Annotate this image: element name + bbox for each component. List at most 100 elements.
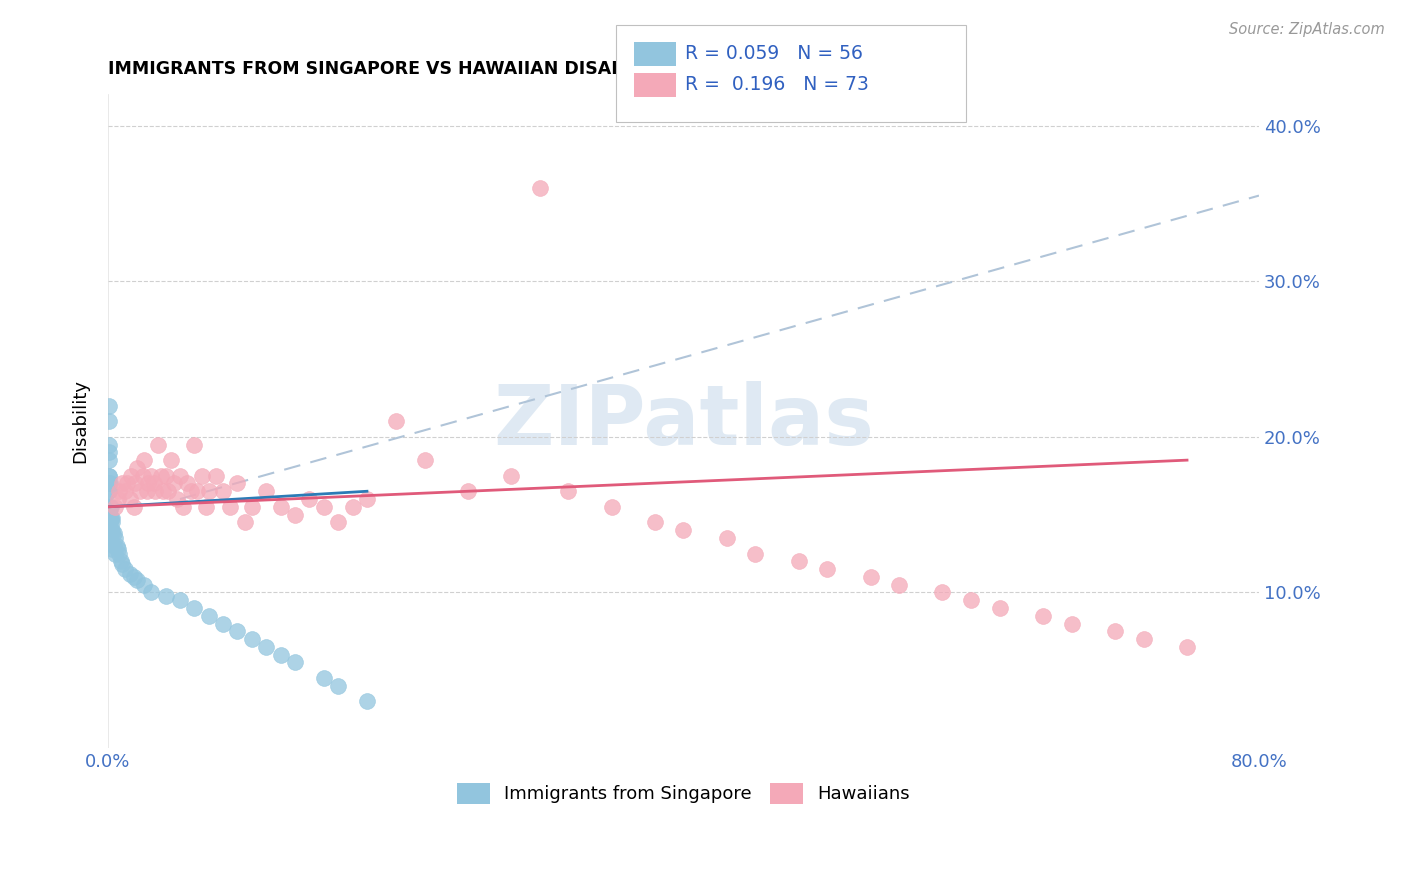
Point — [100, 500, 122, 514]
Point — [212, 484, 235, 499]
Text: Source: ZipAtlas.com: Source: ZipAtlas.com — [1229, 22, 1385, 37]
Point — [98, 500, 121, 514]
Point — [284, 508, 307, 522]
Point — [160, 453, 183, 467]
Point — [122, 500, 145, 514]
Point — [529, 181, 551, 195]
Point — [150, 468, 173, 483]
Point — [212, 616, 235, 631]
Point — [105, 539, 128, 553]
Point — [155, 468, 177, 483]
Point — [114, 562, 136, 576]
Point — [97, 453, 120, 467]
Point — [108, 547, 131, 561]
Point — [143, 476, 166, 491]
Point — [103, 539, 125, 553]
Point — [128, 484, 150, 499]
Text: R = 0.059   N = 56: R = 0.059 N = 56 — [685, 44, 863, 63]
Point — [172, 500, 194, 514]
Text: ZIPatlas: ZIPatlas — [494, 381, 875, 462]
Point — [1060, 616, 1083, 631]
Point — [125, 573, 148, 587]
Point — [270, 500, 292, 514]
Point — [155, 589, 177, 603]
Point — [328, 516, 350, 530]
Point — [254, 640, 277, 654]
Point — [384, 414, 406, 428]
Point — [98, 476, 121, 491]
Text: IMMIGRANTS FROM SINGAPORE VS HAWAIIAN DISABILITY CORRELATION CHART: IMMIGRANTS FROM SINGAPORE VS HAWAIIAN DI… — [108, 60, 887, 78]
Point — [148, 437, 170, 451]
Point — [557, 484, 579, 499]
Point — [413, 453, 436, 467]
Point — [98, 500, 121, 514]
Point — [98, 516, 121, 530]
Point — [205, 468, 228, 483]
Point — [141, 585, 163, 599]
Point — [111, 558, 134, 572]
Point — [988, 601, 1011, 615]
Point — [118, 566, 141, 581]
Point — [114, 484, 136, 499]
Point — [931, 585, 953, 599]
Point — [120, 468, 142, 483]
Point — [270, 648, 292, 662]
Point — [110, 554, 132, 568]
Point — [98, 516, 121, 530]
Point — [124, 476, 146, 491]
Point — [107, 491, 129, 506]
Point — [298, 491, 321, 506]
Point — [101, 526, 124, 541]
Point — [98, 476, 121, 491]
Point — [122, 570, 145, 584]
Point — [98, 531, 121, 545]
Point — [233, 516, 256, 530]
Point — [166, 491, 188, 506]
Point — [104, 531, 127, 545]
Point — [101, 516, 124, 530]
Point — [98, 531, 121, 545]
Point — [98, 484, 121, 499]
Point — [312, 500, 335, 514]
Point — [859, 570, 882, 584]
Text: R =  0.196   N = 73: R = 0.196 N = 73 — [685, 75, 869, 95]
Point — [132, 453, 155, 467]
Point — [131, 468, 153, 483]
Point — [103, 526, 125, 541]
Point — [152, 484, 174, 499]
Point — [145, 484, 167, 499]
Point — [1175, 640, 1198, 654]
Y-axis label: Disability: Disability — [72, 379, 89, 463]
Point — [787, 554, 810, 568]
Point — [240, 632, 263, 646]
Point — [356, 491, 378, 506]
Point — [97, 468, 120, 483]
Point — [141, 468, 163, 483]
Point — [194, 500, 217, 514]
Point — [644, 516, 666, 530]
Point — [226, 476, 249, 491]
Point — [97, 437, 120, 451]
Point — [98, 468, 121, 483]
Point — [100, 510, 122, 524]
Point — [457, 484, 479, 499]
Point — [163, 476, 186, 491]
Point — [1104, 624, 1126, 639]
Point — [97, 399, 120, 413]
Point — [328, 679, 350, 693]
Point — [254, 484, 277, 499]
Point — [100, 523, 122, 537]
Point — [125, 461, 148, 475]
Point — [226, 624, 249, 639]
Point — [600, 500, 623, 514]
Point — [744, 547, 766, 561]
Point — [190, 468, 212, 483]
Point — [100, 510, 122, 524]
Point — [180, 484, 202, 499]
Point — [1133, 632, 1156, 646]
Point — [312, 671, 335, 685]
Point — [97, 414, 120, 428]
Point — [98, 445, 121, 459]
Point — [499, 468, 522, 483]
Point — [197, 484, 219, 499]
